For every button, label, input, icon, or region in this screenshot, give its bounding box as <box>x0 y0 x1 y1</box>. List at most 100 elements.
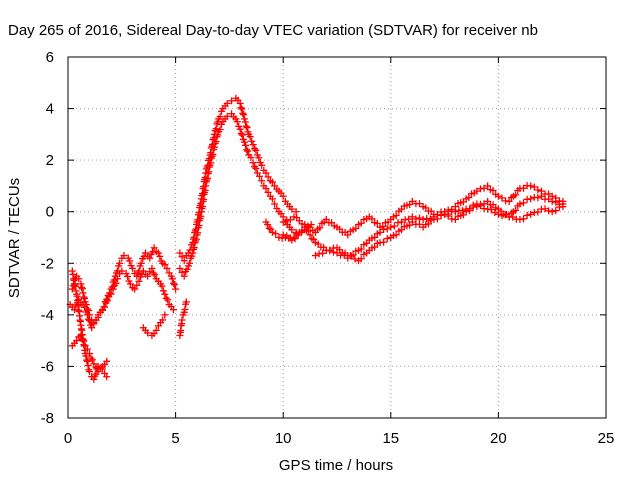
data-point <box>116 259 124 267</box>
data-point <box>494 192 502 200</box>
data-point <box>169 306 177 314</box>
data-point <box>527 195 535 203</box>
plot-frame <box>67 56 607 419</box>
data-point <box>408 197 416 205</box>
data-point <box>144 329 152 337</box>
data-point <box>424 220 432 228</box>
data-point <box>178 268 186 276</box>
data-point <box>473 187 481 195</box>
data-point <box>520 215 528 223</box>
y-tick-label: -8 <box>41 410 54 427</box>
data-point <box>249 159 257 167</box>
data-point <box>559 203 567 211</box>
y-tick-label: 0 <box>46 204 54 221</box>
data-point <box>272 230 280 238</box>
data-point <box>131 285 139 293</box>
data-point <box>537 192 545 200</box>
y-tick-label: -6 <box>41 358 54 375</box>
data-point <box>426 215 434 223</box>
data-point <box>258 161 266 169</box>
y-tick-labels: -8 -6 -4 -2 0 2 4 6 <box>41 49 54 427</box>
data-point <box>88 324 96 332</box>
data-point <box>243 146 251 154</box>
data-point <box>310 235 318 243</box>
data-point <box>333 249 341 257</box>
data-point <box>376 228 384 236</box>
data-point <box>188 252 196 260</box>
data-point <box>149 269 157 277</box>
data-point <box>469 201 477 209</box>
data-point <box>180 272 188 280</box>
data-point <box>180 257 188 265</box>
data-point <box>238 131 246 139</box>
x-tick-label: 20 <box>490 430 507 447</box>
x-axis-label: GPS time / hours <box>279 457 393 474</box>
data-point <box>502 211 510 219</box>
data-point <box>148 264 156 272</box>
data-point <box>190 244 198 252</box>
data-point <box>84 362 92 370</box>
data-point <box>264 173 272 181</box>
data-point <box>162 294 170 302</box>
data-point <box>288 236 296 244</box>
data-point <box>161 261 169 269</box>
data-point <box>541 205 549 213</box>
axis-ticks <box>67 56 607 419</box>
chart-title: Day 265 of 2016, Sidereal Day-to-day VTE… <box>8 22 538 39</box>
data-point <box>239 109 247 117</box>
data-point <box>240 111 248 119</box>
data-point <box>86 350 94 358</box>
data-point <box>398 218 406 226</box>
data-point <box>264 188 272 196</box>
data-point <box>451 208 459 216</box>
data-point <box>77 280 85 288</box>
data-point <box>84 315 92 323</box>
data-point <box>236 99 244 107</box>
data-point <box>279 192 287 200</box>
data-point <box>133 281 141 289</box>
data-point <box>182 298 190 306</box>
data-point <box>106 289 114 297</box>
data-point <box>304 222 312 230</box>
data-point <box>505 197 513 205</box>
data-point <box>255 154 263 162</box>
data-point <box>82 352 90 360</box>
data-point <box>419 215 427 223</box>
data-point <box>415 220 423 228</box>
data-point <box>237 104 245 112</box>
data-point <box>545 207 553 215</box>
data-point <box>216 113 224 121</box>
data-point <box>459 207 467 215</box>
data-point <box>268 228 276 236</box>
data-point <box>383 235 391 243</box>
data-point <box>494 210 502 218</box>
data-point <box>154 249 162 257</box>
data-point <box>286 216 294 224</box>
data-point <box>249 141 257 149</box>
data-point <box>516 200 524 208</box>
data-point <box>192 235 200 243</box>
data-point <box>383 225 391 233</box>
data-point <box>90 360 98 368</box>
data-point <box>509 213 517 221</box>
data-point <box>129 264 137 272</box>
data-point <box>279 218 287 226</box>
data-point <box>242 141 250 149</box>
data-point <box>520 184 528 192</box>
data-point <box>124 272 132 280</box>
data-point <box>444 210 452 218</box>
data-point <box>487 206 495 214</box>
data-point <box>216 126 224 134</box>
data-point <box>189 249 197 257</box>
x-tick-labels: 0 5 10 15 20 25 <box>64 430 615 447</box>
data-point <box>150 244 158 252</box>
data-point <box>90 320 98 328</box>
data-point <box>252 146 260 154</box>
data-point <box>172 285 180 293</box>
data-point <box>268 195 276 203</box>
data-point <box>530 183 538 191</box>
grid <box>68 57 606 418</box>
data-point <box>178 316 186 324</box>
data-point <box>520 199 528 207</box>
